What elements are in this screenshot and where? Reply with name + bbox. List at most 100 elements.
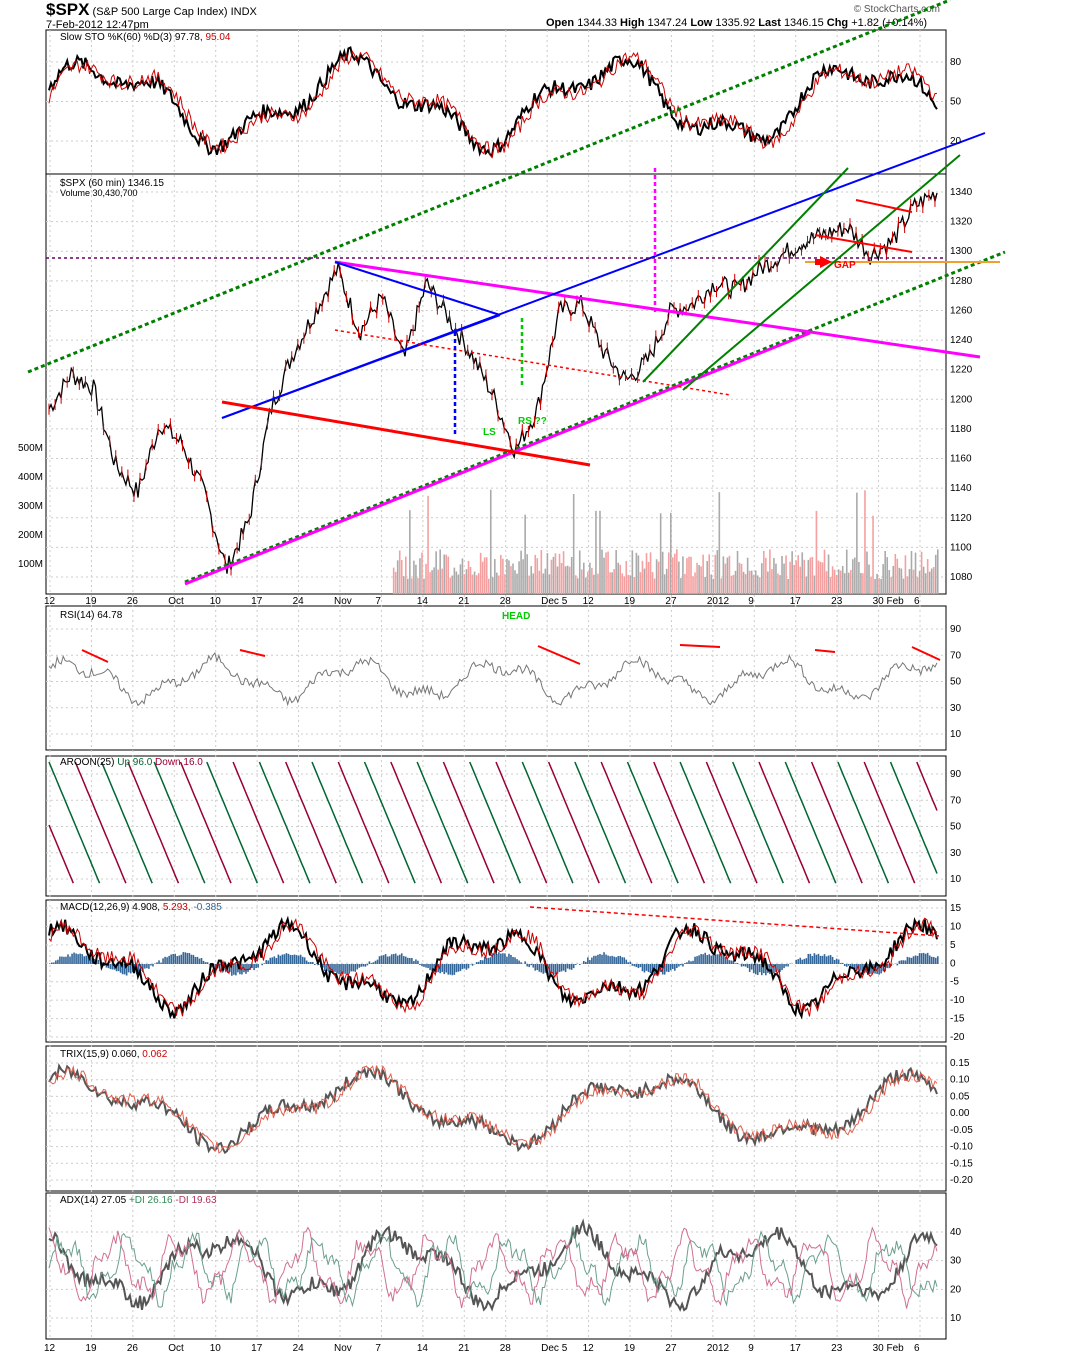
volume-bar <box>843 573 846 594</box>
volume-bar <box>692 576 694 594</box>
volume-bar <box>706 561 708 594</box>
volume-bar <box>578 550 581 594</box>
volume-bar <box>819 561 822 594</box>
volume-bar <box>932 567 935 594</box>
volume-bar <box>878 578 880 594</box>
x-tick-label: Dec 5 <box>541 596 568 607</box>
macd-histogram-bar <box>643 964 646 973</box>
macd-histogram-bar <box>419 964 421 966</box>
macd-histogram-bar <box>396 955 399 964</box>
macd-histogram-bar <box>380 955 383 964</box>
macd-histogram-bar <box>578 964 581 965</box>
macd-histogram-bar <box>663 964 666 975</box>
rsi-tick-label: 50 <box>950 677 962 688</box>
macd-histogram-bar <box>75 953 77 964</box>
macd-histogram-bar <box>886 964 889 969</box>
volume-bar <box>469 566 472 594</box>
macd-panel <box>45 899 947 1043</box>
macd-histogram-bar <box>235 964 237 976</box>
x-tick-label: 2012 <box>707 1343 730 1354</box>
macd-histogram-bar <box>326 964 328 971</box>
macd-histogram-bar <box>605 954 607 964</box>
x-tick-label: 10 <box>210 596 222 607</box>
macd-histogram-bar <box>932 956 935 964</box>
macd-histogram-bar <box>184 952 187 964</box>
macd-histogram-bar <box>261 964 263 966</box>
macd-histogram-bar <box>188 952 191 964</box>
volume-bar <box>475 575 478 594</box>
volume-bar <box>825 571 828 594</box>
x-tick-label: 9 <box>748 596 754 607</box>
trix-tick-label: -0.20 <box>950 1175 973 1186</box>
chart-header: $SPX (S&P 500 Large Cap Index) INDX <box>46 0 257 20</box>
macd-histogram-bar <box>878 964 880 975</box>
x-tick-label: 19 <box>624 596 636 607</box>
volume-bar <box>769 549 771 594</box>
macd-histogram-bar <box>109 964 112 970</box>
volume-bar <box>558 553 561 594</box>
macd-histogram-bar <box>374 960 377 964</box>
volume-bar <box>425 563 427 594</box>
volume-bar <box>726 557 729 594</box>
volume-bar <box>761 563 763 594</box>
volume-bar <box>552 556 555 594</box>
volume-bar <box>520 550 522 594</box>
macd-histogram-bar <box>439 964 441 974</box>
macd-histogram-bar <box>49 963 51 964</box>
macd-histogram-bar <box>904 960 907 964</box>
macd-histogram-bar <box>423 964 425 967</box>
price-tick-label: 1240 <box>950 335 973 346</box>
volume-bar <box>841 566 844 594</box>
macd-histogram-bar <box>467 964 470 969</box>
macd-histogram-bar <box>103 964 106 966</box>
volume-bar <box>451 575 454 594</box>
macd-histogram-bar <box>649 964 652 974</box>
macd-histogram-bar <box>500 953 502 964</box>
macd-histogram-bar <box>368 961 371 964</box>
macd-histogram-bar <box>512 956 514 964</box>
price-tick-label: 1340 <box>950 187 973 198</box>
macd-histogram-bar <box>251 964 253 969</box>
macd-histogram-bar <box>754 964 757 975</box>
x-tick-label: 30 Feb <box>873 596 905 607</box>
macd-histogram-bar <box>667 964 670 973</box>
macd-histogram-bar <box>570 964 573 970</box>
volume-bar <box>453 567 456 594</box>
macd-histogram-bar <box>625 959 628 964</box>
volume-bar <box>548 574 551 594</box>
macd-histogram-bar <box>447 964 450 975</box>
macd-histogram-bar <box>457 964 460 972</box>
volume-tick-label: 300M <box>18 501 43 512</box>
volume-bar <box>667 552 670 594</box>
macd-histogram-bar <box>394 953 397 964</box>
volume-bar <box>740 563 743 594</box>
volume-bar <box>485 557 488 594</box>
volume-bar <box>763 550 765 594</box>
macd-histogram-bar <box>680 964 682 966</box>
macd-histogram-bar <box>455 964 458 973</box>
macd-divergence-line <box>529 906 941 937</box>
aroon-tick-label: 10 <box>950 874 962 885</box>
macd-histogram-bar <box>811 956 814 964</box>
plus-di-line <box>48 1226 938 1308</box>
macd-histogram-bar <box>491 953 494 964</box>
macd-histogram-bar <box>73 952 75 964</box>
macd-histogram-bar <box>451 964 454 976</box>
volume-bar <box>413 560 415 594</box>
volume-bar <box>528 575 530 594</box>
macd-histogram-bar <box>255 964 257 969</box>
macd-histogram-bar <box>526 964 528 967</box>
volume-bar <box>439 549 441 594</box>
macd-histogram-bar <box>342 964 344 974</box>
macd-histogram-bar <box>706 955 708 964</box>
volume-bar <box>483 557 486 594</box>
red-wedge-top <box>855 199 913 213</box>
macd-histogram-bar <box>615 957 617 964</box>
x-tick-label: 27 <box>665 596 677 607</box>
macd-histogram-bar <box>413 961 415 964</box>
macd-histogram-bar <box>688 960 690 964</box>
volume-bar <box>560 562 563 594</box>
macd-histogram-bar <box>263 963 266 964</box>
macd-histogram-bar <box>71 953 73 964</box>
macd-histogram-bar <box>833 959 836 964</box>
